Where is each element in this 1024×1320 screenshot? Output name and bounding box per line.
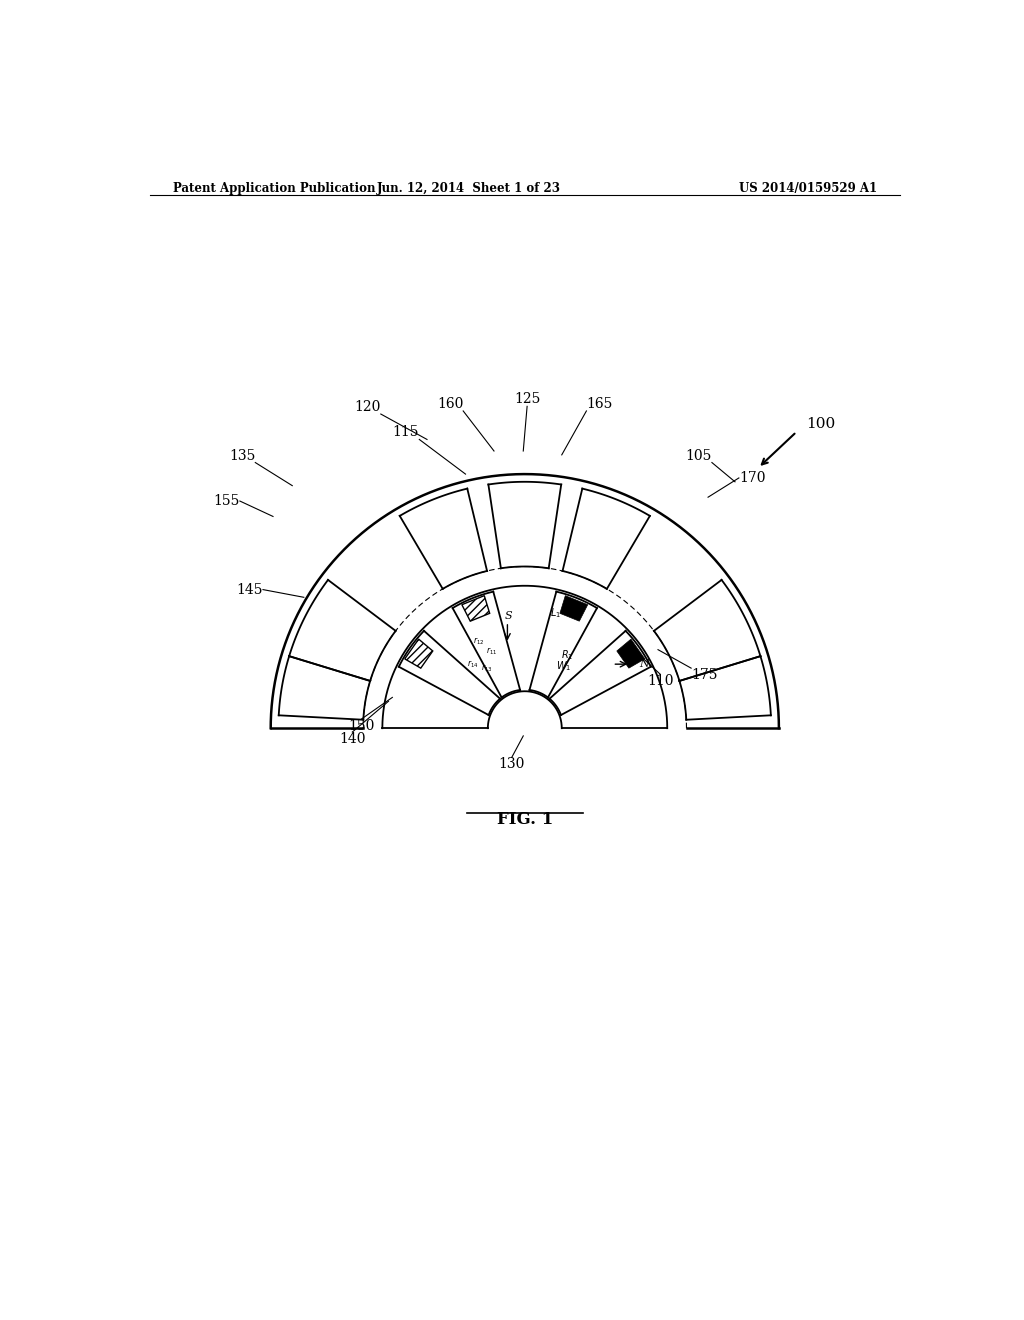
Text: N: N [639,659,649,669]
Text: 125: 125 [514,392,541,407]
Text: S: S [505,611,513,620]
Text: 120: 120 [354,400,381,414]
Polygon shape [560,595,588,622]
Text: 170: 170 [739,471,765,484]
Text: Jun. 12, 2014  Sheet 1 of 23: Jun. 12, 2014 Sheet 1 of 23 [378,182,561,194]
Text: $r_{11}$: $r_{11}$ [486,645,498,657]
Text: $r_{13}$: $r_{13}$ [480,663,493,675]
Polygon shape [462,595,489,622]
Text: $R_1$: $R_1$ [561,648,573,661]
Text: FIG. 1: FIG. 1 [497,812,553,829]
Text: 150: 150 [348,719,375,733]
Text: 135: 135 [229,449,255,462]
Text: US 2014/0159529 A1: US 2014/0159529 A1 [739,182,878,194]
Text: 175: 175 [691,668,718,682]
Text: 165: 165 [587,397,612,411]
Text: 130: 130 [499,758,525,771]
Text: 100: 100 [807,417,836,432]
Polygon shape [616,639,645,668]
Text: 105: 105 [685,449,712,462]
Text: $W_1$: $W_1$ [556,659,571,673]
Text: $L_1$: $L_1$ [550,606,561,620]
Text: 140: 140 [339,733,366,746]
Text: $r_{14}$: $r_{14}$ [467,659,479,669]
Polygon shape [404,639,433,668]
Text: 115: 115 [393,425,419,440]
Text: 160: 160 [437,397,463,411]
Text: Patent Application Publication: Patent Application Publication [173,182,376,194]
Text: 110: 110 [647,675,674,688]
Text: 155: 155 [214,494,240,508]
Text: $r_{12}$: $r_{12}$ [473,635,484,647]
Text: 145: 145 [237,582,263,597]
